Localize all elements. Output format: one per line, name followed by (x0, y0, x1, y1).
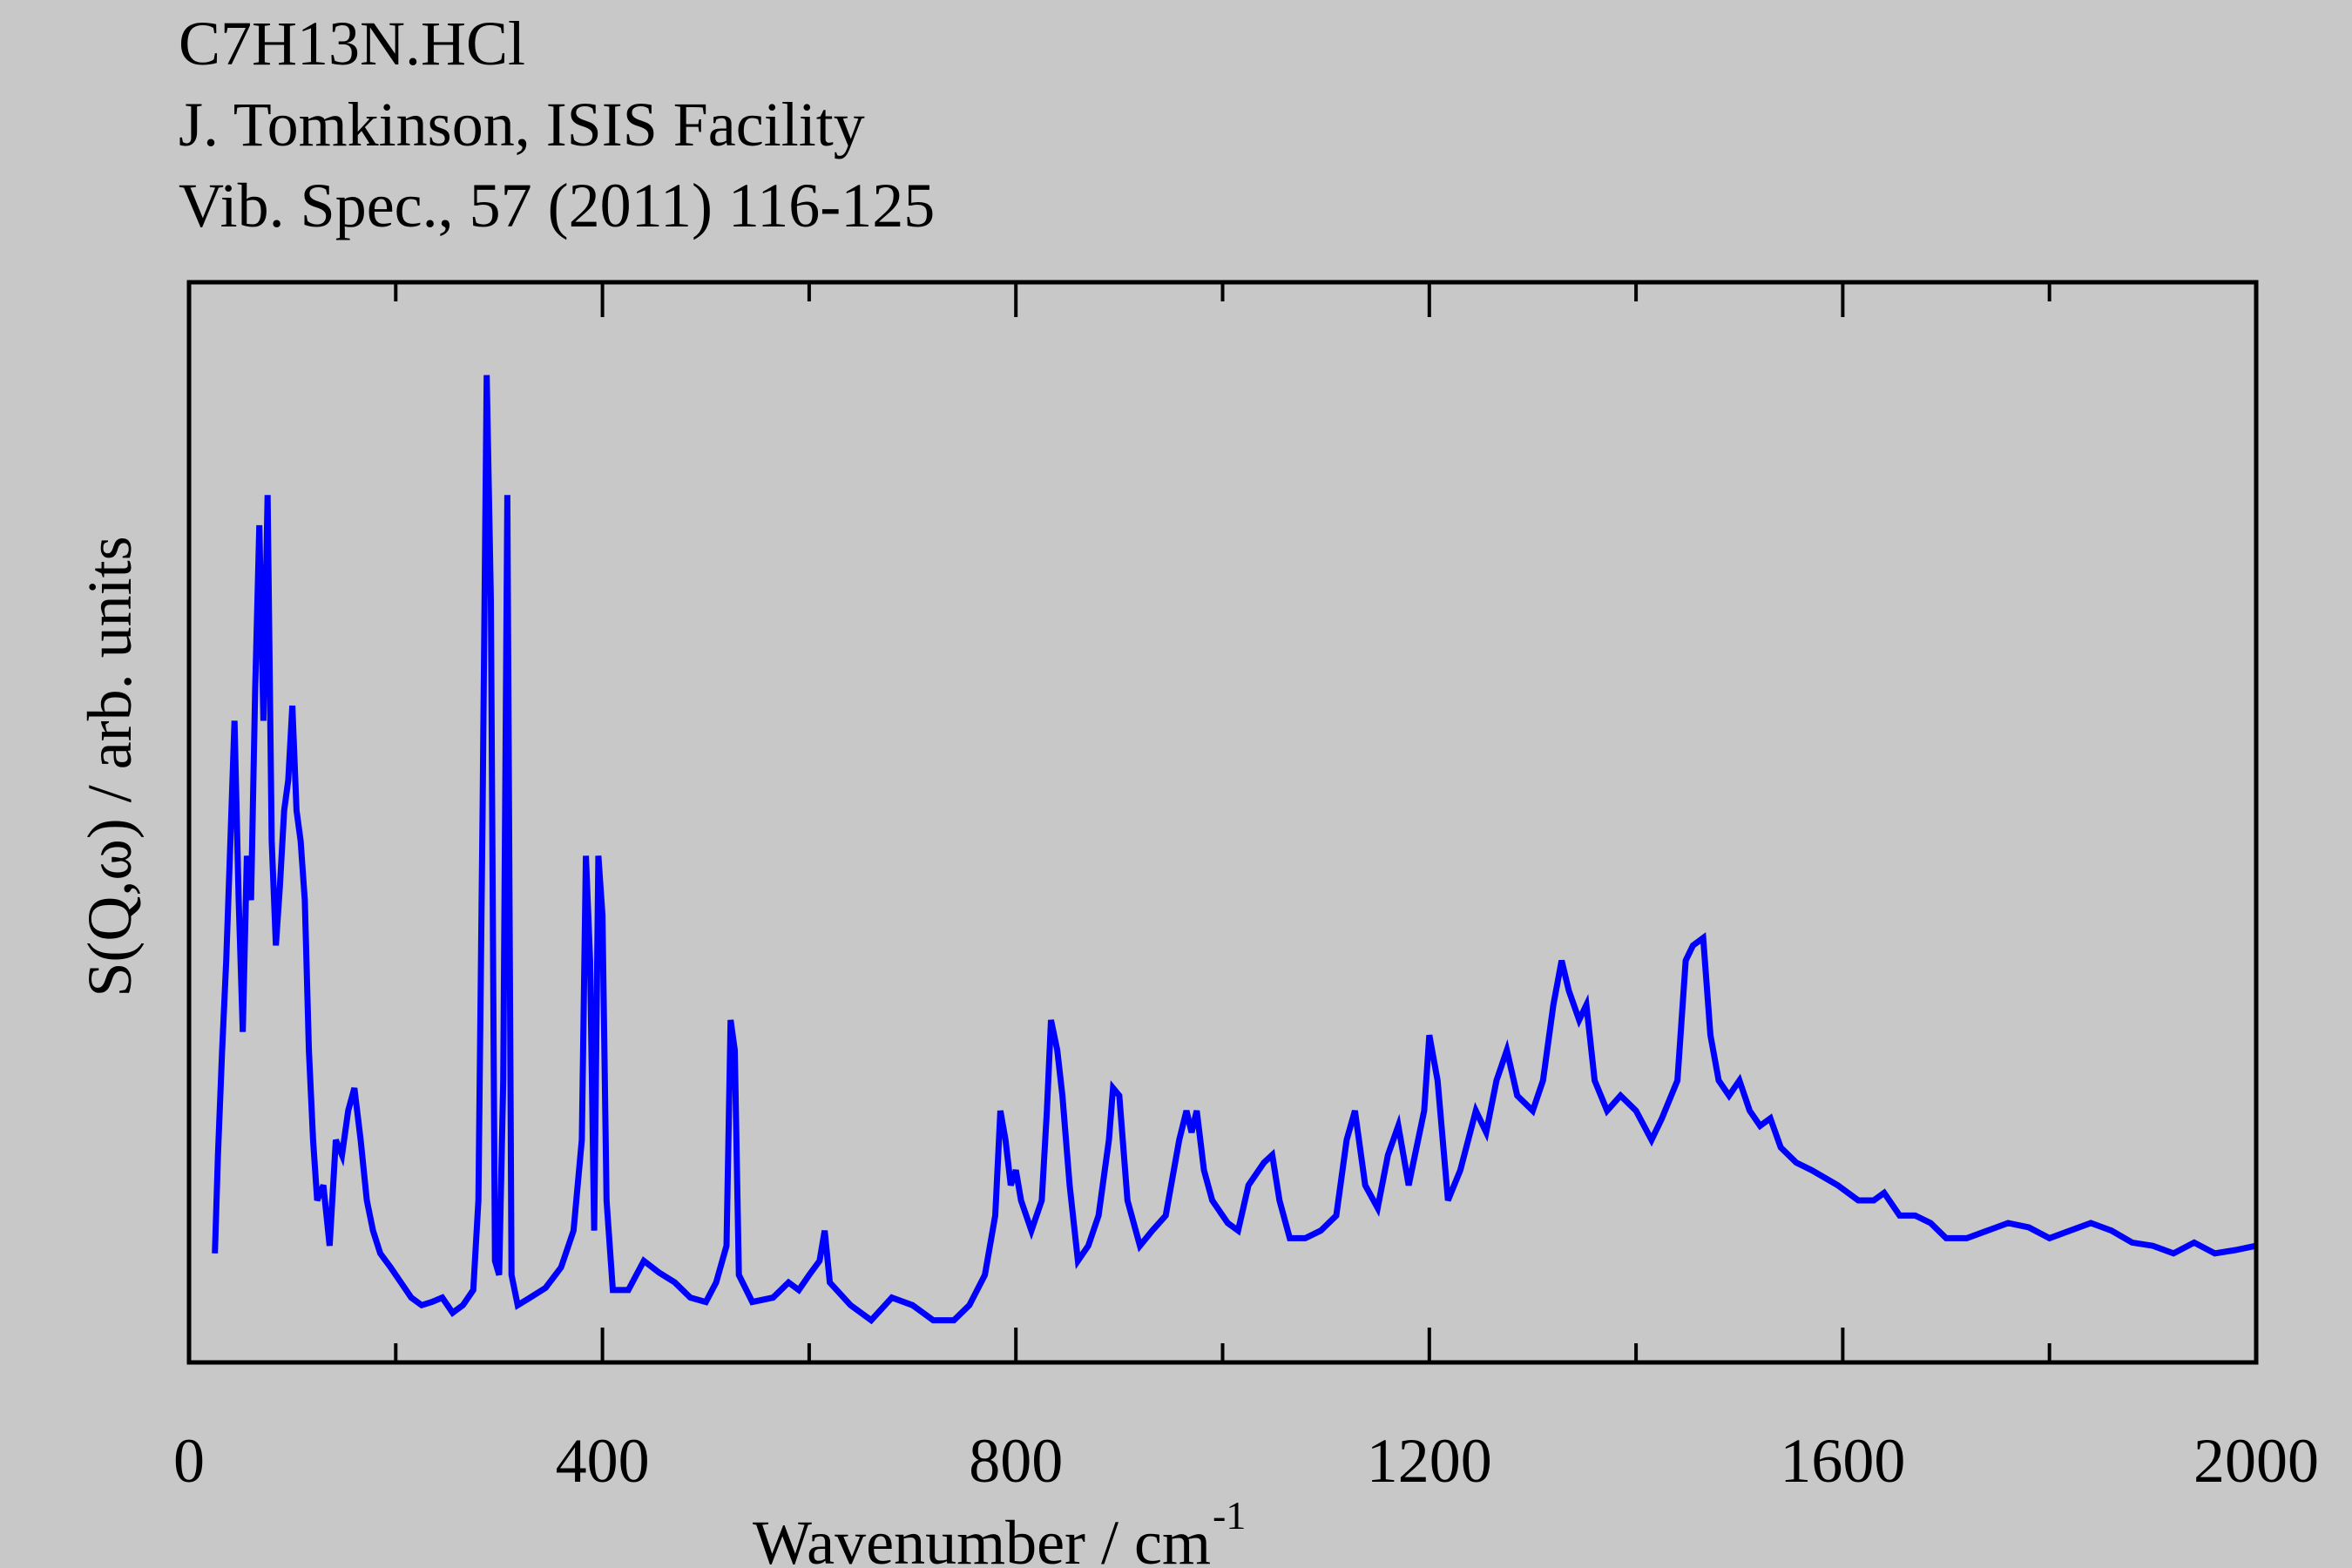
chart-subtitle: Vib. Spec., 57 (2011) 116-125 (179, 171, 935, 240)
spectrum-line (212, 375, 2257, 1325)
x-tick-label: 0 (173, 1426, 205, 1496)
x-tick-label: 1200 (1367, 1426, 1492, 1496)
x-tick-label: 800 (969, 1426, 1063, 1496)
chart-title: C7H13N.HCl (179, 9, 525, 78)
chart-subtitle: J. Tomkinson, ISIS Facility (179, 90, 865, 159)
plot-frame (186, 280, 2259, 1365)
x-tick-label: 1600 (1780, 1426, 1905, 1496)
y-axis-label: S(Q,ω) / arb. units (75, 536, 145, 997)
x-tick-label: 400 (556, 1426, 650, 1496)
x-tick-label: 2000 (2193, 1426, 2319, 1496)
x-axis-label: Wavenumber / cm (753, 1508, 1211, 1568)
x-axis-label-superscript: -1 (1213, 1493, 1246, 1538)
